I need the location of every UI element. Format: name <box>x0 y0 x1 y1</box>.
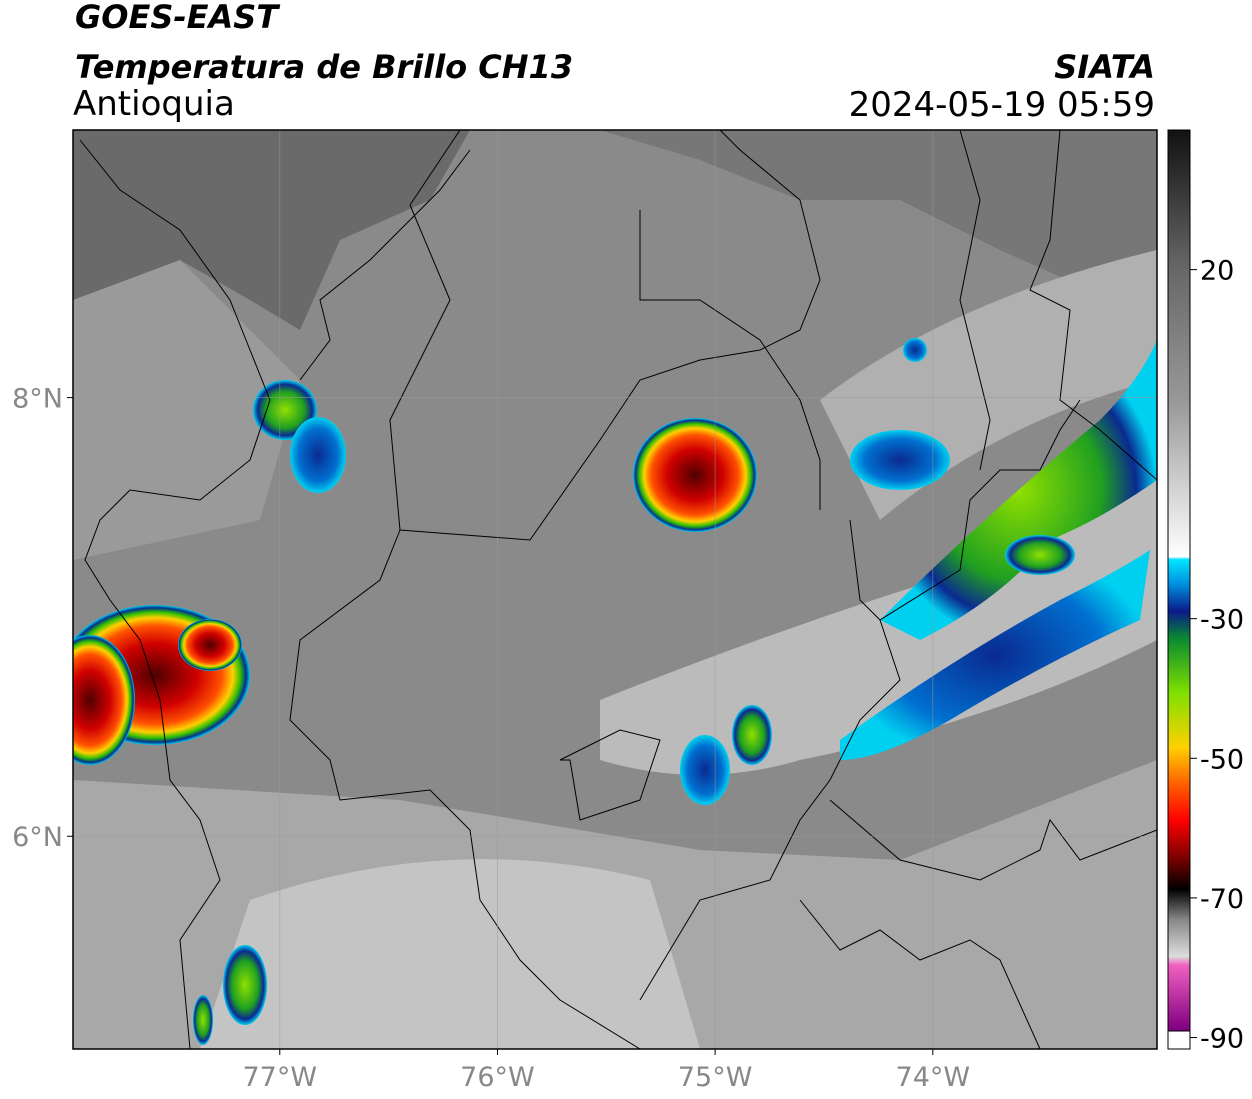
x-tick-label: 74°W <box>896 1062 971 1093</box>
x-tick-label: 76°W <box>460 1062 535 1093</box>
colorbar-tick-label: -30 <box>1200 605 1244 636</box>
borders <box>79 130 1157 1049</box>
region: Antioquia <box>73 84 235 124</box>
x-tick-label: 75°W <box>678 1062 753 1093</box>
colorbar <box>1167 129 1191 1039</box>
datetime: 2024-05-19 05:59 <box>849 85 1155 125</box>
x-tick-label: 77°W <box>243 1062 318 1093</box>
subtitle: Temperatura de Brillo CH13 <box>75 48 573 86</box>
colorbar-extension <box>1167 1030 1191 1050</box>
colorbar-tick-label: -90 <box>1200 1024 1244 1055</box>
y-tick-label: 8°N <box>12 384 63 415</box>
title: GOES-EAST <box>75 0 280 36</box>
map-frame <box>72 129 1158 1050</box>
colorbar-tick-label: 20 <box>1200 256 1234 287</box>
source: SIATA <box>1054 48 1155 86</box>
satellite-image <box>73 130 1157 1049</box>
colorbar-tick-label: -70 <box>1200 884 1244 915</box>
colorbar-tick-label: -50 <box>1200 744 1244 775</box>
y-tick-label: 6°N <box>12 822 63 853</box>
